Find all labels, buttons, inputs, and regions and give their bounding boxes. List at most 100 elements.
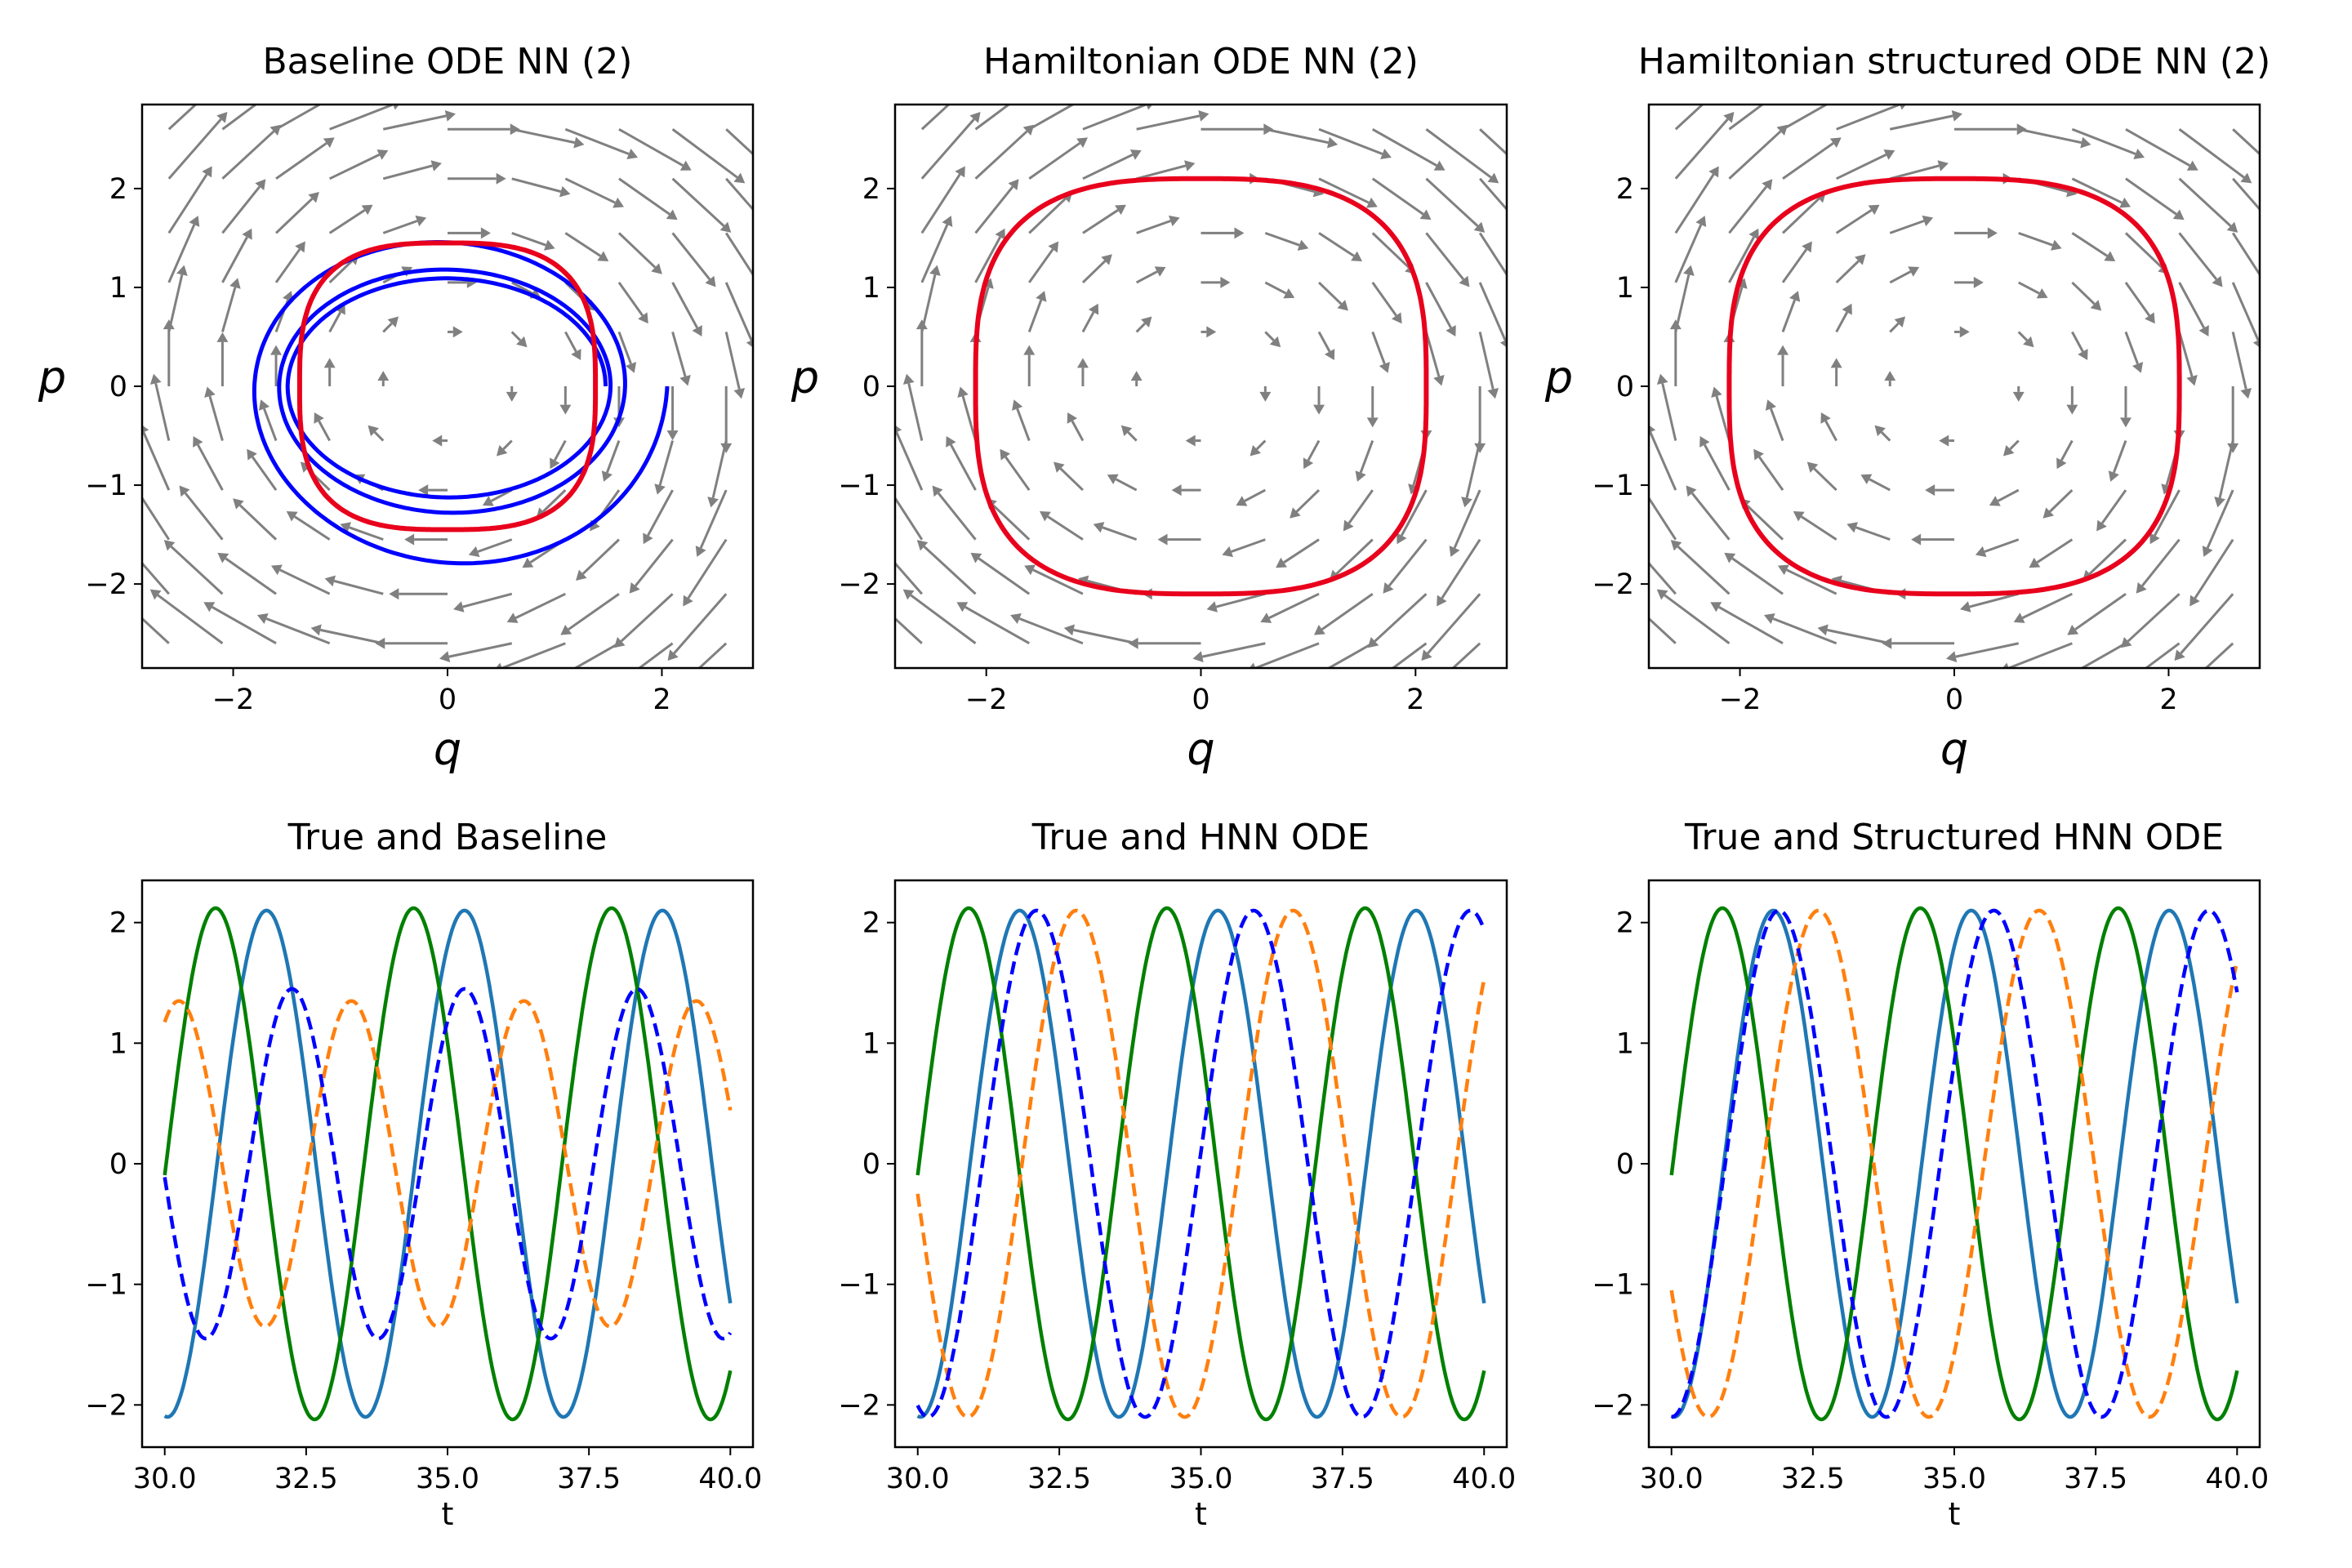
plot-area xyxy=(895,105,1507,668)
quiver-arrow-head xyxy=(1922,215,1934,227)
quiver-arrow-shaft xyxy=(221,130,275,180)
x-tick-label: 32.5 xyxy=(274,1463,338,1495)
quiver-arrow-head xyxy=(1396,532,1407,545)
quiver-arrow-shaft xyxy=(251,456,278,491)
quiver-arrow-shaft xyxy=(2194,538,2234,599)
quiver-arrow-head xyxy=(1987,227,1998,239)
quiver-arrow-shaft xyxy=(462,592,513,608)
quiver-arrow-shaft xyxy=(923,546,977,595)
quiver-arrow-head xyxy=(1461,497,1472,508)
quiver-arrow-shaft xyxy=(1018,617,1084,645)
quiver-arrow-shaft xyxy=(2141,538,2180,587)
quiver-arrow-shaft xyxy=(572,642,620,668)
quiver-arrow-head xyxy=(2294,185,2305,196)
series-line-dashed xyxy=(163,999,733,1329)
series-line-solid xyxy=(163,906,733,1422)
quiver-arrow-head xyxy=(2023,336,2034,348)
quiver-arrow-head xyxy=(1882,637,1892,649)
quiver-arrow-shaft xyxy=(1649,496,1677,541)
quiver-arrow-head xyxy=(969,111,981,123)
quiver-arrow-head xyxy=(377,371,390,381)
quiver-arrow-head xyxy=(1686,485,1697,497)
quiver-arrow-head xyxy=(1130,371,1143,381)
quiver-arrow-shaft xyxy=(501,642,566,668)
quiver-arrow-head xyxy=(629,581,640,594)
quiver-arrow-shaft xyxy=(920,105,951,131)
quiver-arrow-shaft xyxy=(1649,617,1677,644)
quiver-arrow-head xyxy=(376,149,389,160)
panel-title: True and Baseline xyxy=(287,817,608,858)
quiver-arrow-head xyxy=(1793,511,1805,522)
quiver-arrow-shaft xyxy=(2079,642,2127,668)
quiver-arrow-head xyxy=(2226,221,2238,233)
axes-panel-4: True and Baseline 30.0 32.5 35.0 37.5 40.0 −2 −… xyxy=(85,817,762,1532)
quiver-arrow-head xyxy=(217,552,229,564)
plot-area xyxy=(163,906,733,1422)
quiver-arrow-head xyxy=(1817,624,1829,636)
quiver-arrow-shaft xyxy=(2036,538,2074,564)
quiver-arrow-head xyxy=(970,552,982,564)
quiver-arrow-shaft xyxy=(542,489,567,513)
quiver-arrow-head xyxy=(1802,241,1812,253)
quiver-arrow-head xyxy=(654,483,666,495)
quiver-arrow-head xyxy=(1844,88,1855,98)
quiver-arrow-head xyxy=(1973,276,1984,288)
quiver-arrow-shaft xyxy=(1869,478,1891,492)
quiver-arrow-shaft xyxy=(212,605,277,645)
quiver-arrow-shaft xyxy=(1028,198,1067,234)
quiver-arrow-head xyxy=(1753,448,1764,461)
quiver-arrow-shaft xyxy=(564,177,616,204)
quiver-arrow-shaft xyxy=(2178,282,2206,329)
quiver-arrow-shaft xyxy=(1661,383,1677,441)
quiver-arrow-shaft xyxy=(920,173,961,234)
quiver-arrow-shaft xyxy=(263,408,278,442)
x-tick-label: −2 xyxy=(212,684,255,716)
quiver-arrow-head xyxy=(1946,651,1958,662)
quiver-arrow-head xyxy=(2189,595,2200,607)
quiver-arrow-shaft xyxy=(2180,593,2234,655)
quiver-arrow-head xyxy=(1220,276,1231,288)
quiver-arrow-head xyxy=(2174,649,2185,662)
quiver-arrow-shaft xyxy=(2204,642,2234,668)
quiver-arrow-shaft xyxy=(1027,299,1043,332)
series-line-dashed xyxy=(1671,908,2239,1419)
quiver-arrow-shaft xyxy=(1071,420,1085,442)
quiver-arrow-shaft xyxy=(1427,593,1481,655)
quiver-arrow-head xyxy=(1777,345,1789,355)
quiver-arrow-head xyxy=(1723,111,1735,123)
quiver-arrow-shaft xyxy=(225,557,277,595)
quiver-arrow-shaft xyxy=(617,232,657,269)
quiver-arrow-shaft xyxy=(1317,331,1331,353)
quiver-arrow-shaft xyxy=(2021,592,2074,619)
quiver-arrow-head xyxy=(1093,522,1105,533)
quiver-arrow-head xyxy=(270,124,282,136)
quiver-arrow-shaft xyxy=(1073,628,1137,645)
quiver-arrow-head xyxy=(1326,136,1339,149)
plot-area xyxy=(1649,88,2305,668)
quiver-arrow-head xyxy=(1115,204,1126,216)
quiver-arrow-head xyxy=(2266,288,2276,300)
quiver-arrow-shaft xyxy=(1745,504,1784,541)
quiver-arrow-shaft xyxy=(208,395,224,441)
quiver-arrow-head xyxy=(1107,474,1119,485)
quiver-arrow-head xyxy=(1748,228,1759,240)
quiver-arrow-shaft xyxy=(1451,642,1481,668)
series-spiral-line xyxy=(252,240,670,566)
quiver-arrow-head xyxy=(902,589,915,600)
quiver-arrow-shaft xyxy=(349,526,384,541)
quiver-arrow-shaft xyxy=(2071,177,2123,204)
y-tick-label: 2 xyxy=(1616,907,1634,940)
quiver-arrow-shaft xyxy=(1004,456,1031,491)
quiver-arrow-head xyxy=(453,601,465,612)
x-tick-label: 35.0 xyxy=(1922,1463,1986,1495)
quiver-arrow-head xyxy=(506,391,518,402)
quiver-arrow-head xyxy=(2133,149,2145,160)
quiver-arrow-head xyxy=(1365,197,1378,208)
quiver-arrow-head xyxy=(2090,300,2102,311)
quiver-arrow-shaft xyxy=(1690,492,1731,541)
quiver-arrow-head xyxy=(957,386,969,398)
quiver-arrow-head xyxy=(746,339,753,348)
y-tick-label: −1 xyxy=(1592,470,1634,502)
quiver-arrow-head xyxy=(506,612,519,623)
quiver-arrow-shaft xyxy=(2178,128,2245,179)
